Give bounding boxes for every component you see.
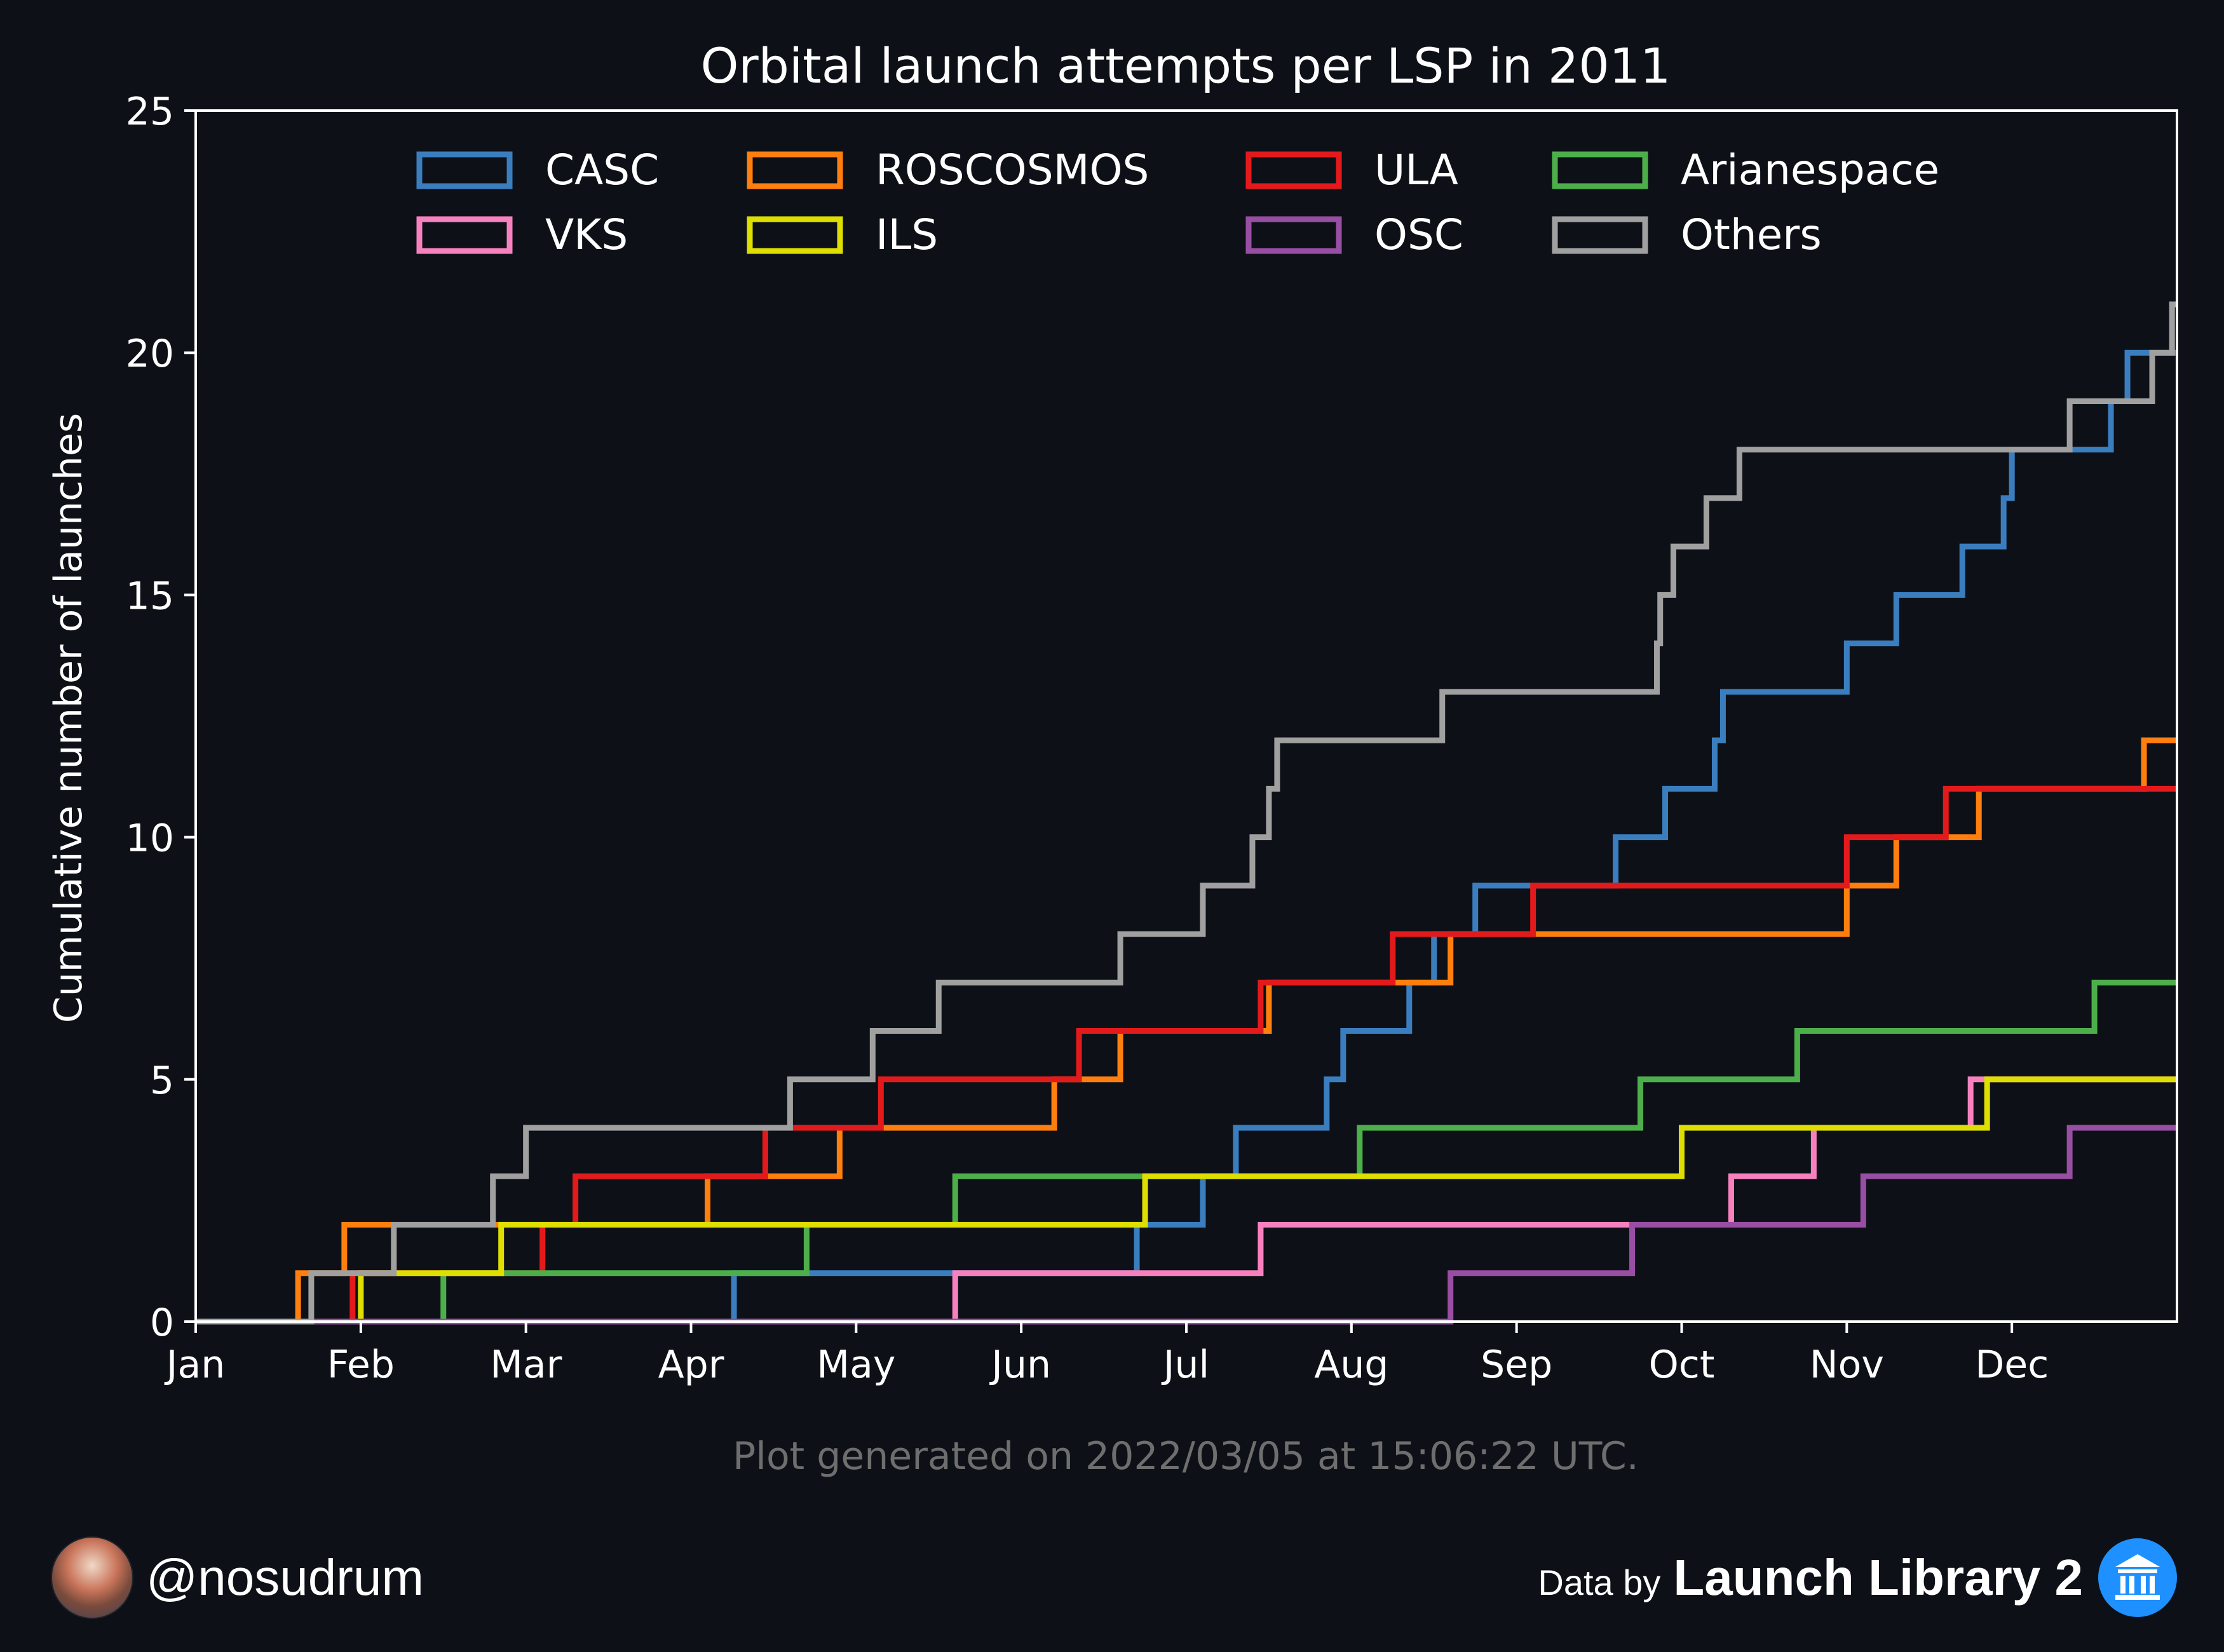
series-line-arianespace: [196, 979, 2177, 1325]
legend-label-roscosmos: ROSCOSMOS: [876, 146, 1149, 194]
y-tick-label: 0: [150, 1301, 174, 1345]
x-tick-label: Nov: [1810, 1343, 1884, 1387]
x-tick-label: Sep: [1481, 1343, 1552, 1387]
data-source-credit: Data by Launch Library 2: [1538, 1536, 2177, 1619]
series-line-others: [196, 301, 2177, 1325]
legend-label-casc: CASC: [545, 146, 659, 194]
legend-label-vks: VKS: [545, 210, 628, 259]
legend-label-ula: ULA: [1374, 146, 1458, 194]
chart-title: Orbital launch attempts per LSP in 2011: [701, 37, 1671, 94]
x-tick-label: Aug: [1314, 1343, 1388, 1387]
y-axis-label: Cumulative number of launches: [46, 413, 91, 1023]
x-tick-label: Jul: [1161, 1343, 1209, 1387]
x-tick-label: Jan: [164, 1343, 226, 1387]
y-tick-label: 15: [126, 574, 174, 618]
series-line-ula: [196, 785, 2177, 1325]
series-line-ils: [196, 1076, 2177, 1325]
legend: CASC ROSCOSMOS ULA Arianespace VKS ILS OSC Othe…: [416, 146, 1939, 259]
plot-footnote: Plot generated on 2022/03/05 at 15:06:22…: [733, 1434, 1639, 1479]
legend-label-ils: ILS: [876, 210, 938, 259]
legend-swatch-vks: [416, 216, 513, 254]
legend-label-others: Others: [1681, 210, 1822, 259]
x-tick-label: Apr: [658, 1343, 724, 1387]
library-building-icon: [2115, 1554, 2160, 1600]
legend-swatch-casc: [416, 151, 513, 189]
x-tick-label: Feb: [327, 1343, 395, 1387]
data-source-name: Launch Library 2: [1673, 1549, 2083, 1606]
x-tick-label: May: [817, 1343, 895, 1387]
legend-swatch-ula: [1245, 151, 1342, 189]
series-layer: [196, 301, 2177, 1325]
y-tick-label: 10: [126, 816, 174, 861]
legend-swatch-ils: [747, 216, 843, 254]
legend-swatch-osc: [1245, 216, 1342, 254]
legend-label-osc: OSC: [1374, 210, 1463, 259]
axes-layer: 0 5 10 15 20 25 Jan Feb Mar Apr May Jun Jul Aug Sep Oct…: [126, 90, 2178, 1387]
legend-label-arianespace: Arianespace: [1681, 146, 1939, 194]
avatar: [51, 1536, 133, 1619]
data-by-label: Data by: [1538, 1562, 1661, 1602]
y-tick-label: 5: [150, 1059, 174, 1103]
x-tick-label: Dec: [1975, 1343, 2049, 1387]
legend-swatch-arianespace: [1552, 151, 1648, 189]
author-credit: @nosudrum: [51, 1536, 424, 1619]
author-handle: @nosudrum: [146, 1549, 424, 1606]
legend-swatch-others: [1552, 216, 1648, 254]
legend-swatch-roscosmos: [747, 151, 843, 189]
x-tick-label: Jun: [989, 1343, 1051, 1387]
x-tick-label: Mar: [490, 1343, 562, 1387]
series-line-vks: [196, 1076, 2177, 1325]
series-line-osc: [196, 1125, 2177, 1325]
y-tick-label: 25: [126, 90, 174, 134]
launch-library-logo-icon: [2098, 1538, 2177, 1617]
y-tick-label: 20: [126, 332, 174, 376]
x-tick-label: Oct: [1649, 1343, 1715, 1387]
plot-frame: [194, 109, 2178, 1323]
